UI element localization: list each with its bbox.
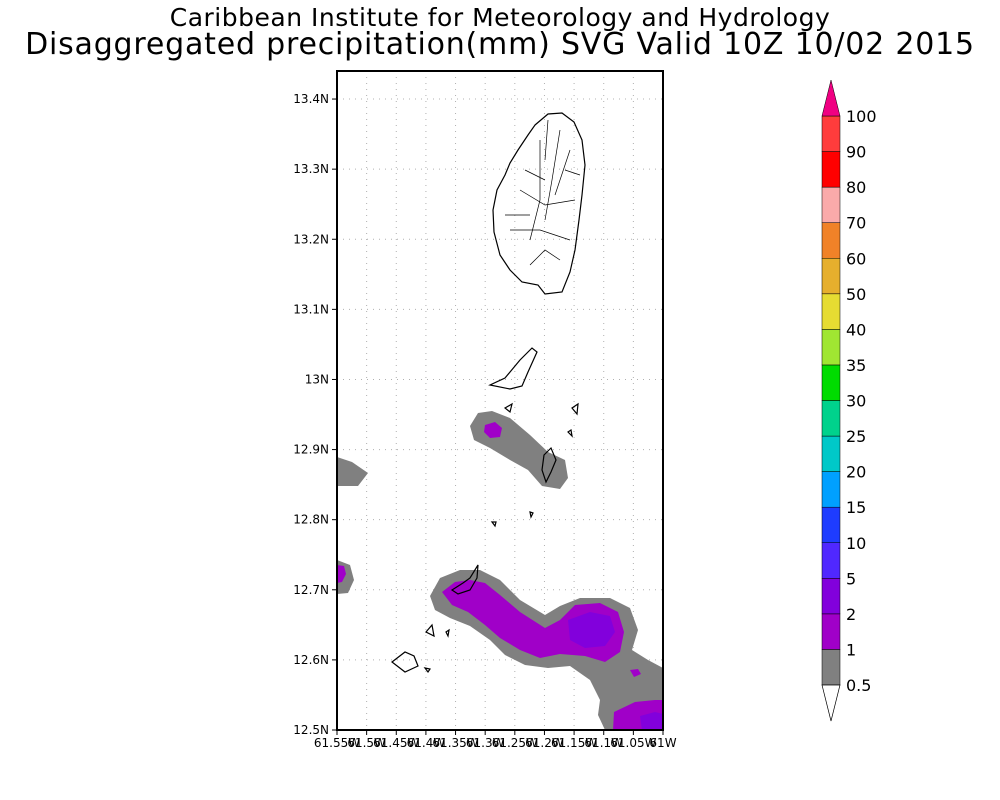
lat-tick-label: 12.6N — [293, 653, 329, 667]
colorbar-level-label: 20 — [846, 463, 866, 482]
lon-tick-label: 61.2W — [525, 736, 564, 750]
colorbar-bin — [821, 258, 841, 295]
island-small — [567, 428, 573, 438]
island-saint-vincent — [492, 112, 586, 295]
colorbar-level-label: 5 — [846, 569, 856, 588]
colorbar-bin — [821, 364, 841, 401]
colorbar-bin — [821, 613, 841, 650]
colorbar-bin — [821, 542, 841, 579]
colorbar-level-label: 15 — [846, 498, 866, 517]
colorbar-level-label: 40 — [846, 320, 866, 339]
lat-tick-label: 13.2N — [293, 232, 329, 246]
precipitation-field — [337, 411, 663, 730]
colorbar-under-arrow — [821, 684, 841, 722]
island-bequia — [488, 347, 538, 390]
precip-area-2mm — [337, 565, 346, 583]
colorbar-over-arrow — [821, 79, 841, 117]
colorbar-level-label: 80 — [846, 178, 866, 197]
colorbar-level-label: 50 — [846, 285, 866, 304]
colorbar-level-label: 60 — [846, 249, 866, 268]
lon-tick-label: 61.5W — [347, 736, 386, 750]
colorbar-level-label: 25 — [846, 427, 866, 446]
lon-tick-label: 61.3W — [466, 736, 505, 750]
lon-tick-label: 61.4W — [407, 736, 446, 750]
lat-tick-label: 12.9N — [293, 443, 329, 457]
colorbar-bin — [821, 186, 841, 223]
colorbar-bin — [821, 506, 841, 543]
lon-tick-label: 61.55W — [314, 736, 360, 750]
lon-tick-label: 61W — [649, 736, 676, 750]
colorbar-level-label: 0.5 — [846, 676, 871, 695]
lat-tick-label: 13.1N — [293, 302, 329, 316]
chart-title: Caribbean Institute for Meteorology and … — [169, 3, 831, 32]
precip-area-5mm — [568, 612, 615, 648]
longitude-labels: 61.55W61.5W61.45W61.4W61.35W61.3W61.25W6… — [314, 730, 677, 750]
colorbar-bin — [821, 400, 841, 437]
island-canouan — [541, 446, 557, 484]
island-mustique — [571, 402, 579, 416]
colorbar-level-label: 1 — [846, 640, 856, 659]
island-small — [425, 623, 435, 638]
lon-tick-label: 61.05W — [610, 736, 656, 750]
precip-area-2mm — [630, 669, 641, 677]
colorbar-level-label: 30 — [846, 392, 866, 411]
island-union — [450, 564, 479, 595]
colorbar-level-label: 90 — [846, 143, 866, 162]
island-carriacou — [391, 651, 419, 673]
lat-tick-label: 13.4N — [293, 92, 329, 106]
island-small — [529, 511, 534, 519]
colorbar-bin — [821, 435, 841, 472]
lat-tick-label: 12.5N — [293, 723, 329, 737]
colorbar-level-label: 100 — [846, 107, 877, 126]
latitude-labels: 13.4N 13.3N 13.2N 13.1N 13N 12.9N 12.8N 12.7N 12… — [293, 92, 337, 737]
lat-tick-label: 12.8N — [293, 513, 329, 527]
lon-tick-label: 61.35W — [432, 736, 478, 750]
precip-area-0.5mm — [337, 457, 368, 486]
colorbar-bin — [821, 649, 841, 686]
colorbar-level-label: 70 — [846, 214, 866, 233]
colorbar-level-label: 35 — [846, 356, 866, 375]
colorbar-bin — [821, 151, 841, 188]
colorbar-bin — [821, 293, 841, 330]
colorbar-bin — [821, 329, 841, 366]
colorbar-bin — [821, 471, 841, 508]
chart-subtitle: Disaggregated precipitation(mm) SVG Vali… — [25, 27, 975, 62]
colorbar-bin — [821, 222, 841, 259]
island-small — [423, 667, 431, 674]
lat-tick-label: 13.3N — [293, 162, 329, 176]
lon-tick-label: 61.45W — [373, 736, 419, 750]
island-river-network — [505, 119, 581, 266]
precip-area-5mm — [640, 712, 663, 730]
map-frame — [336, 70, 664, 731]
colorbar-bin — [821, 578, 841, 615]
lat-tick-label: 13N — [305, 372, 329, 386]
lon-tick-label: 61.25W — [492, 736, 538, 750]
precip-area-2mm — [484, 422, 502, 438]
island-small — [445, 628, 450, 638]
lon-tick-label: 61.1W — [584, 736, 623, 750]
colorbar-level-label: 2 — [846, 605, 856, 624]
island-small — [490, 521, 497, 528]
island-small — [503, 402, 513, 414]
lon-tick-label: 61.15W — [551, 736, 597, 750]
colorbar-bin — [821, 115, 841, 152]
colorbar-level-label: 10 — [846, 534, 866, 553]
coastlines — [391, 112, 586, 674]
lat-tick-label: 12.7N — [293, 583, 329, 597]
